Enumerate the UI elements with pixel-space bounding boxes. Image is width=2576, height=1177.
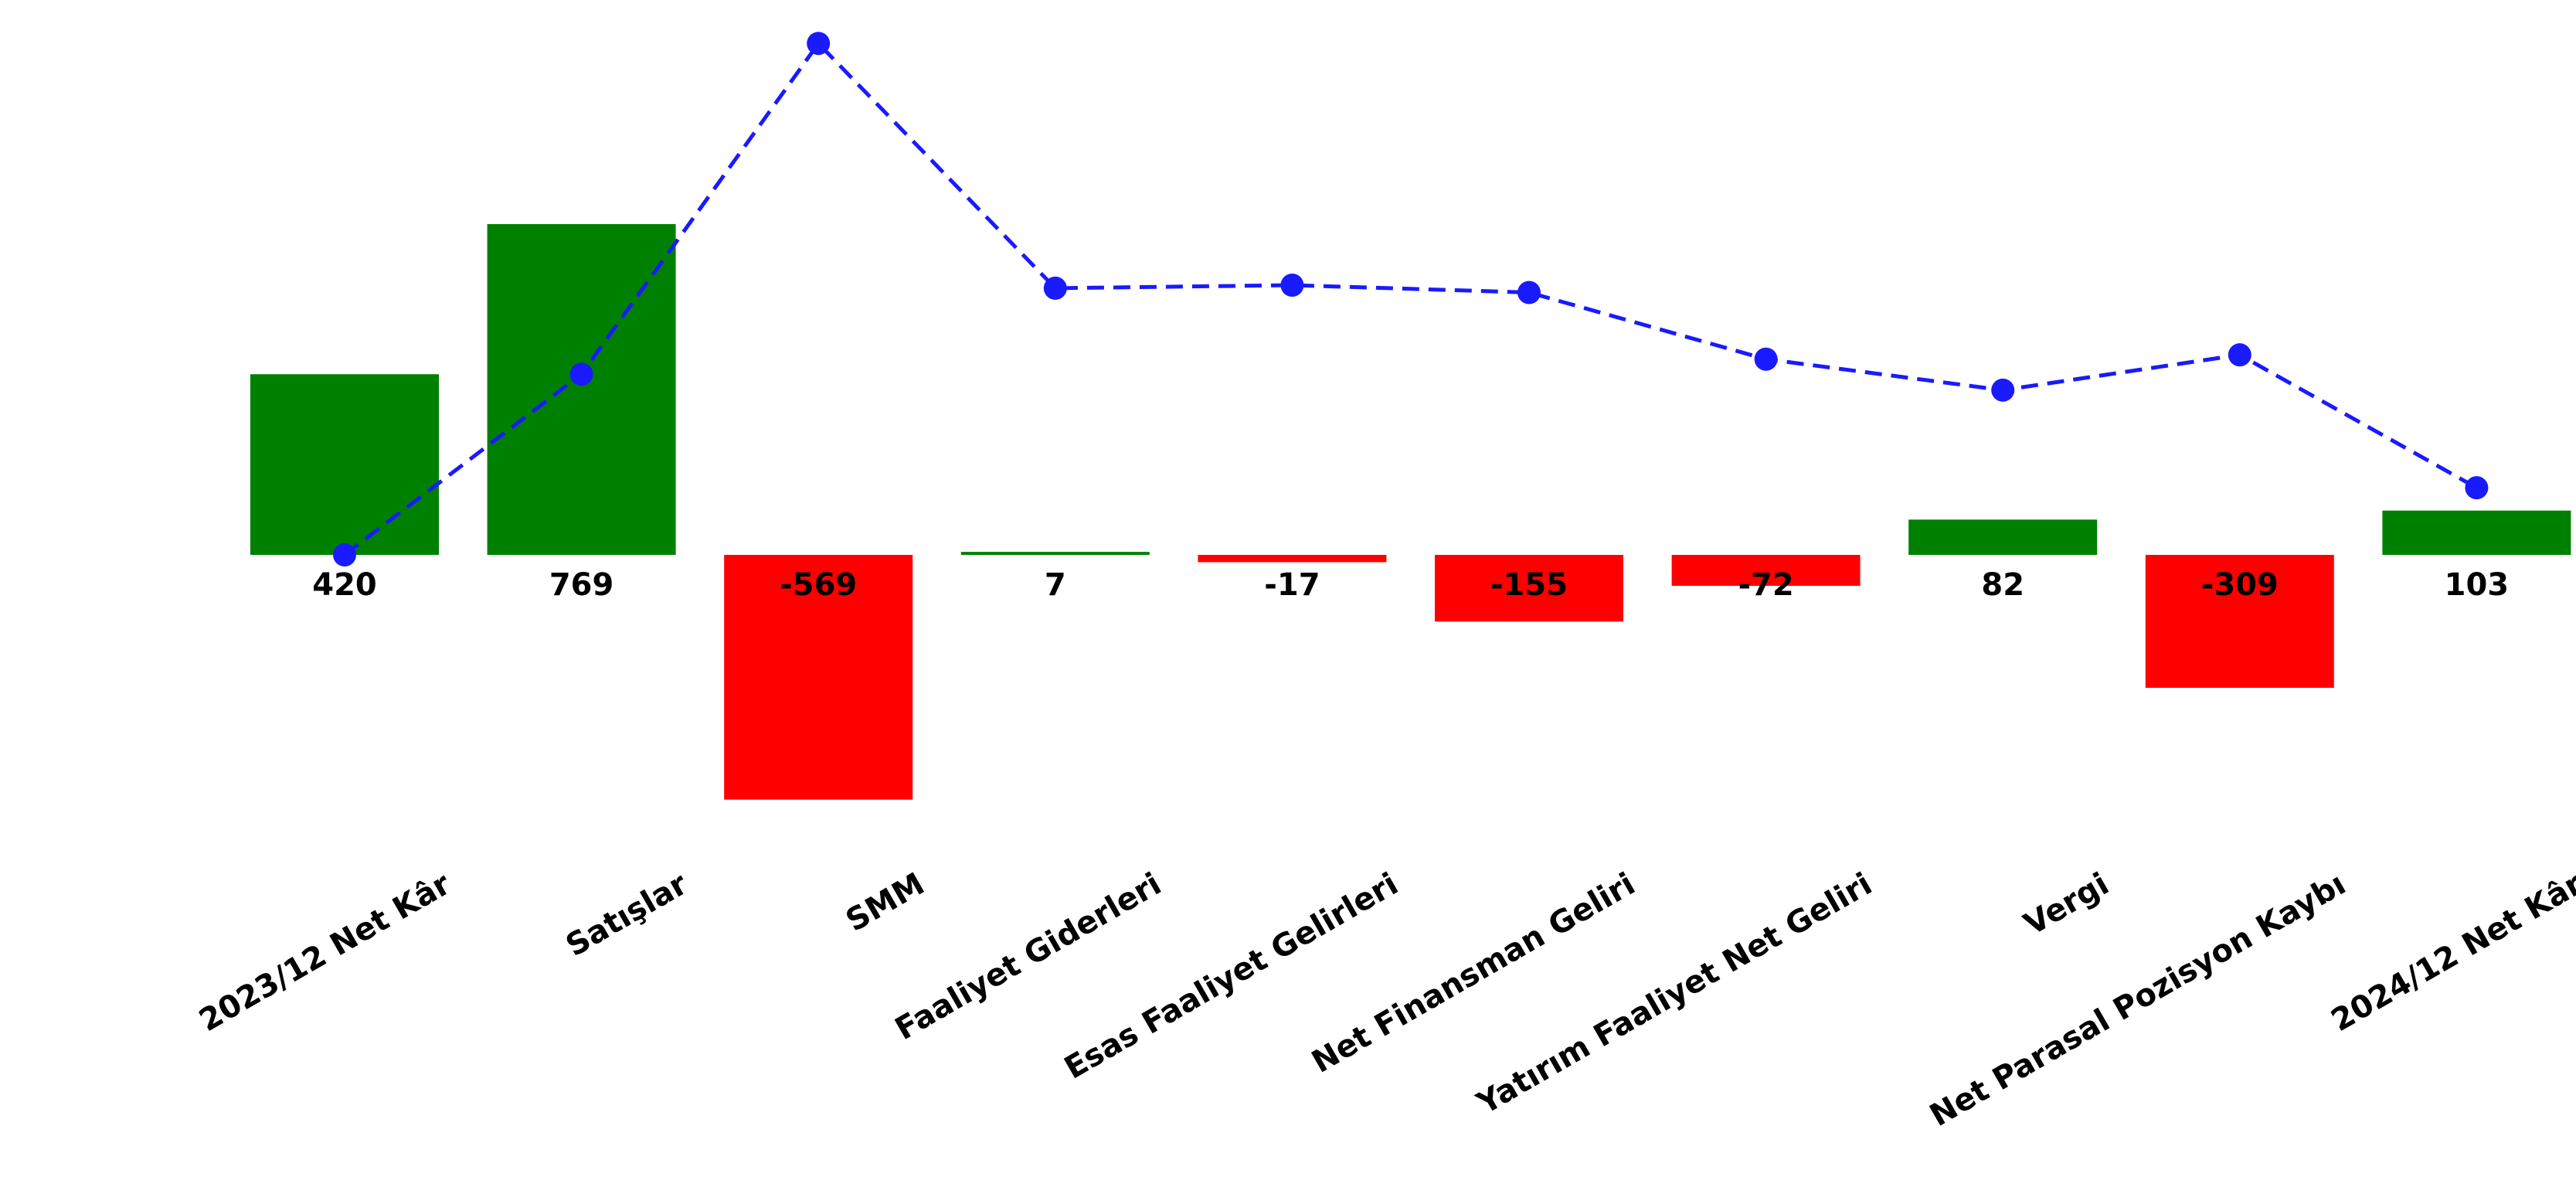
value-label-5: -155 <box>1490 567 1568 603</box>
value-label-3: 7 <box>1045 567 1066 603</box>
line-point-0 <box>333 543 356 566</box>
x-tick-label-7: Vergi <box>2018 866 2115 943</box>
value-label-0: 420 <box>312 567 377 603</box>
value-label-8: -309 <box>2201 567 2279 603</box>
bars-layer <box>250 223 2571 800</box>
x-tick-label-2: SMM <box>840 866 930 939</box>
value-label-7: 82 <box>1981 567 2024 603</box>
bar-5 <box>1435 555 1623 622</box>
value-label-9: 103 <box>2445 567 2510 603</box>
bar-8 <box>2145 555 2334 688</box>
bar-3 <box>960 552 1150 555</box>
line-point-8 <box>2228 343 2251 367</box>
line-point-3 <box>1043 276 1067 300</box>
bar-9 <box>2382 510 2571 555</box>
x-tick-label-0: 2023/12 Net Kâr <box>193 866 457 1039</box>
x-tick-label-1: Satışlar <box>560 866 694 964</box>
value-labels-layer: 420 769 -569 7 -17 -155 -72 82 -309 103 <box>312 567 2509 603</box>
value-label-4: -17 <box>1264 567 1320 603</box>
line-point-5 <box>1517 281 1541 304</box>
line-point-6 <box>1754 347 1778 371</box>
line-point-4 <box>1280 274 1304 298</box>
x-tick-label-6: Yatırım Faaliyet Net Geliri <box>1470 866 1878 1122</box>
bar-4 <box>1198 555 1387 563</box>
line-point-9 <box>2465 476 2489 500</box>
value-label-2: -569 <box>780 567 857 603</box>
bar-7 <box>1908 519 2098 555</box>
x-tick-label-8: Net Parasal Pozisyon Kaybı <box>1924 866 2352 1134</box>
cumulative-line <box>343 41 2478 556</box>
value-label-6: -72 <box>1738 567 1793 603</box>
bar-0 <box>250 374 439 555</box>
cumulative-line-layer <box>333 32 2489 566</box>
line-point-2 <box>807 32 831 56</box>
line-point-7 <box>1991 378 2015 402</box>
bar-2 <box>724 555 913 800</box>
x-tick-label-9: 2024/12 Net Kâr <box>2326 866 2576 1039</box>
line-point-1 <box>569 362 593 386</box>
value-label-1: 769 <box>549 567 614 603</box>
bar-6 <box>1671 555 1861 587</box>
bar-1 <box>487 223 676 555</box>
